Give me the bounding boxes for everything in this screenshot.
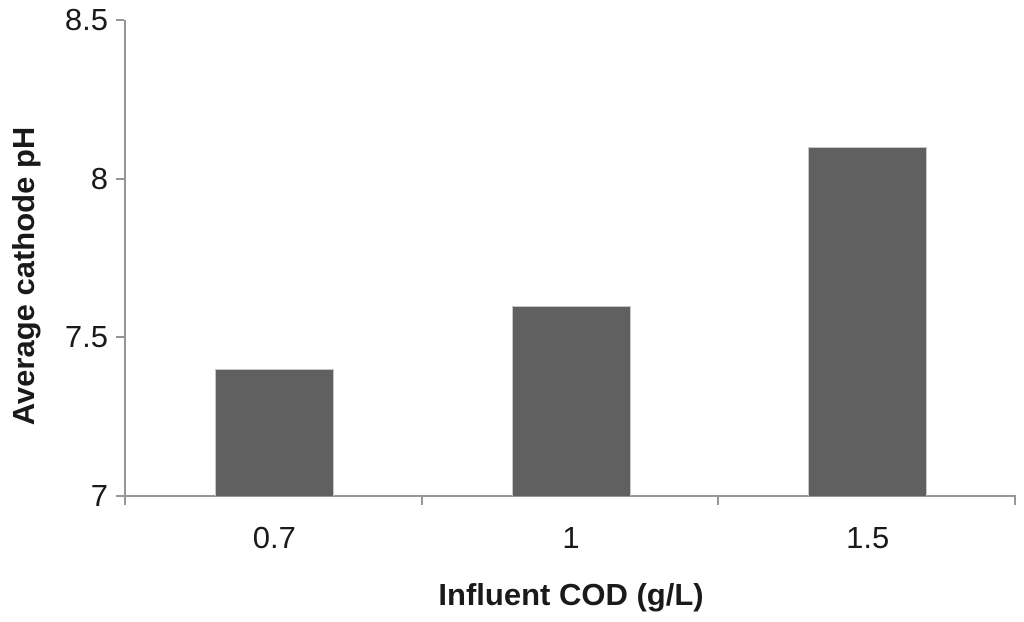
y-tick-mark [116,495,124,497]
bar [214,369,334,496]
y-axis-line [124,20,126,498]
x-tick-mark [124,497,126,505]
y-tick-mark [116,19,124,21]
x-axis-title: Influent COD (g/L) [438,577,704,612]
x-tick-mark [717,497,720,505]
x-tick-label: 1 [562,520,580,555]
y-tick-label: 8 [90,160,108,196]
x-tick-mark [420,497,423,505]
y-tick-mark [116,177,124,180]
y-tick-label: 7.5 [64,319,108,355]
y-tick-label: 8.5 [64,2,108,37]
x-axis-line [124,495,1016,497]
y-tick-label: 7 [90,478,108,513]
x-tick-mark [1014,497,1016,505]
y-tick-mark [116,336,124,339]
bar [808,146,928,496]
x-tick-label: 1.5 [846,520,890,555]
bar [511,305,631,496]
x-tick-label: 0.7 [252,520,296,555]
